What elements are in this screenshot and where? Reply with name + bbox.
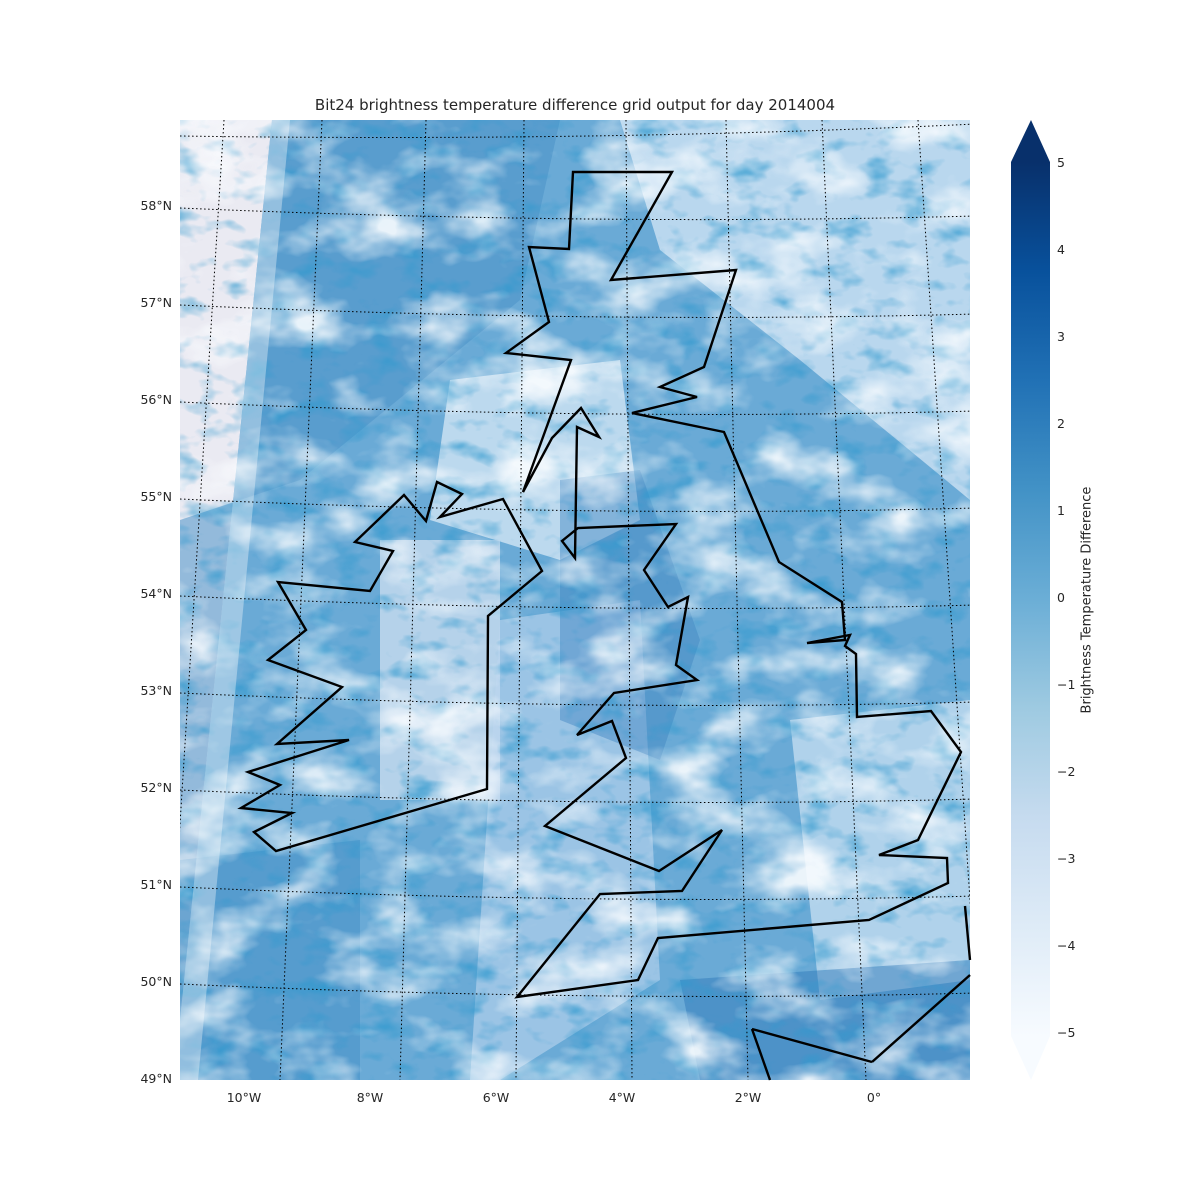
lon-label: 10°W <box>226 1090 262 1105</box>
coastline-brittany <box>751 1027 873 1064</box>
colorbar-tick-label: −4 <box>1057 938 1076 953</box>
lat-label: 56°N <box>140 392 172 407</box>
colorbar-tick-label: −3 <box>1057 851 1076 866</box>
colorbar-tick-label: 4 <box>1057 242 1065 257</box>
data-swath <box>180 120 970 1080</box>
colorbar-tick-label: −2 <box>1057 764 1076 779</box>
lat-label: 58°N <box>140 198 172 213</box>
colorbar-tick-label: 1 <box>1057 503 1065 518</box>
lon-label: 8°W <box>356 1090 384 1105</box>
lat-label: 52°N <box>140 780 172 795</box>
coastline-great-britain <box>502 170 963 999</box>
lon-label: 2°W <box>734 1090 762 1105</box>
colorbar-title: Brightness Temperature Difference <box>1079 486 1095 714</box>
lon-label: 6°W <box>482 1090 510 1105</box>
lat-label: 50°N <box>140 974 172 989</box>
colorbar-tick-label: 3 <box>1057 329 1065 344</box>
colorbar-tick-label: −5 <box>1057 1025 1076 1040</box>
colorbar-tick-label: −1 <box>1057 677 1076 692</box>
colorbar-tick-label: 0 <box>1057 590 1065 605</box>
colorbar-extend-max <box>1011 120 1050 162</box>
lat-label: 57°N <box>140 295 172 310</box>
lon-label: 0° <box>866 1090 882 1105</box>
lat-label: 55°N <box>140 489 172 504</box>
coastlines <box>237 170 972 1081</box>
lat-label: 54°N <box>140 586 172 601</box>
coastline-ireland <box>237 480 544 853</box>
chart-title: Bit24 brightness temperature difference … <box>314 96 836 114</box>
colorbar-tick-label: 5 <box>1057 155 1065 170</box>
colorbar-extend-min <box>1011 1036 1050 1080</box>
lat-label: 53°N <box>140 683 172 698</box>
lat-label: 49°N <box>140 1071 172 1086</box>
colorbar-tick-label: 2 <box>1057 416 1065 431</box>
lat-label: 51°N <box>140 877 172 892</box>
colorbar-gradient <box>1011 162 1050 1036</box>
colorbar <box>1011 120 1050 1080</box>
coastline-france <box>750 905 972 1081</box>
lon-label: 4°W <box>608 1090 636 1105</box>
parallels <box>180 123 970 997</box>
